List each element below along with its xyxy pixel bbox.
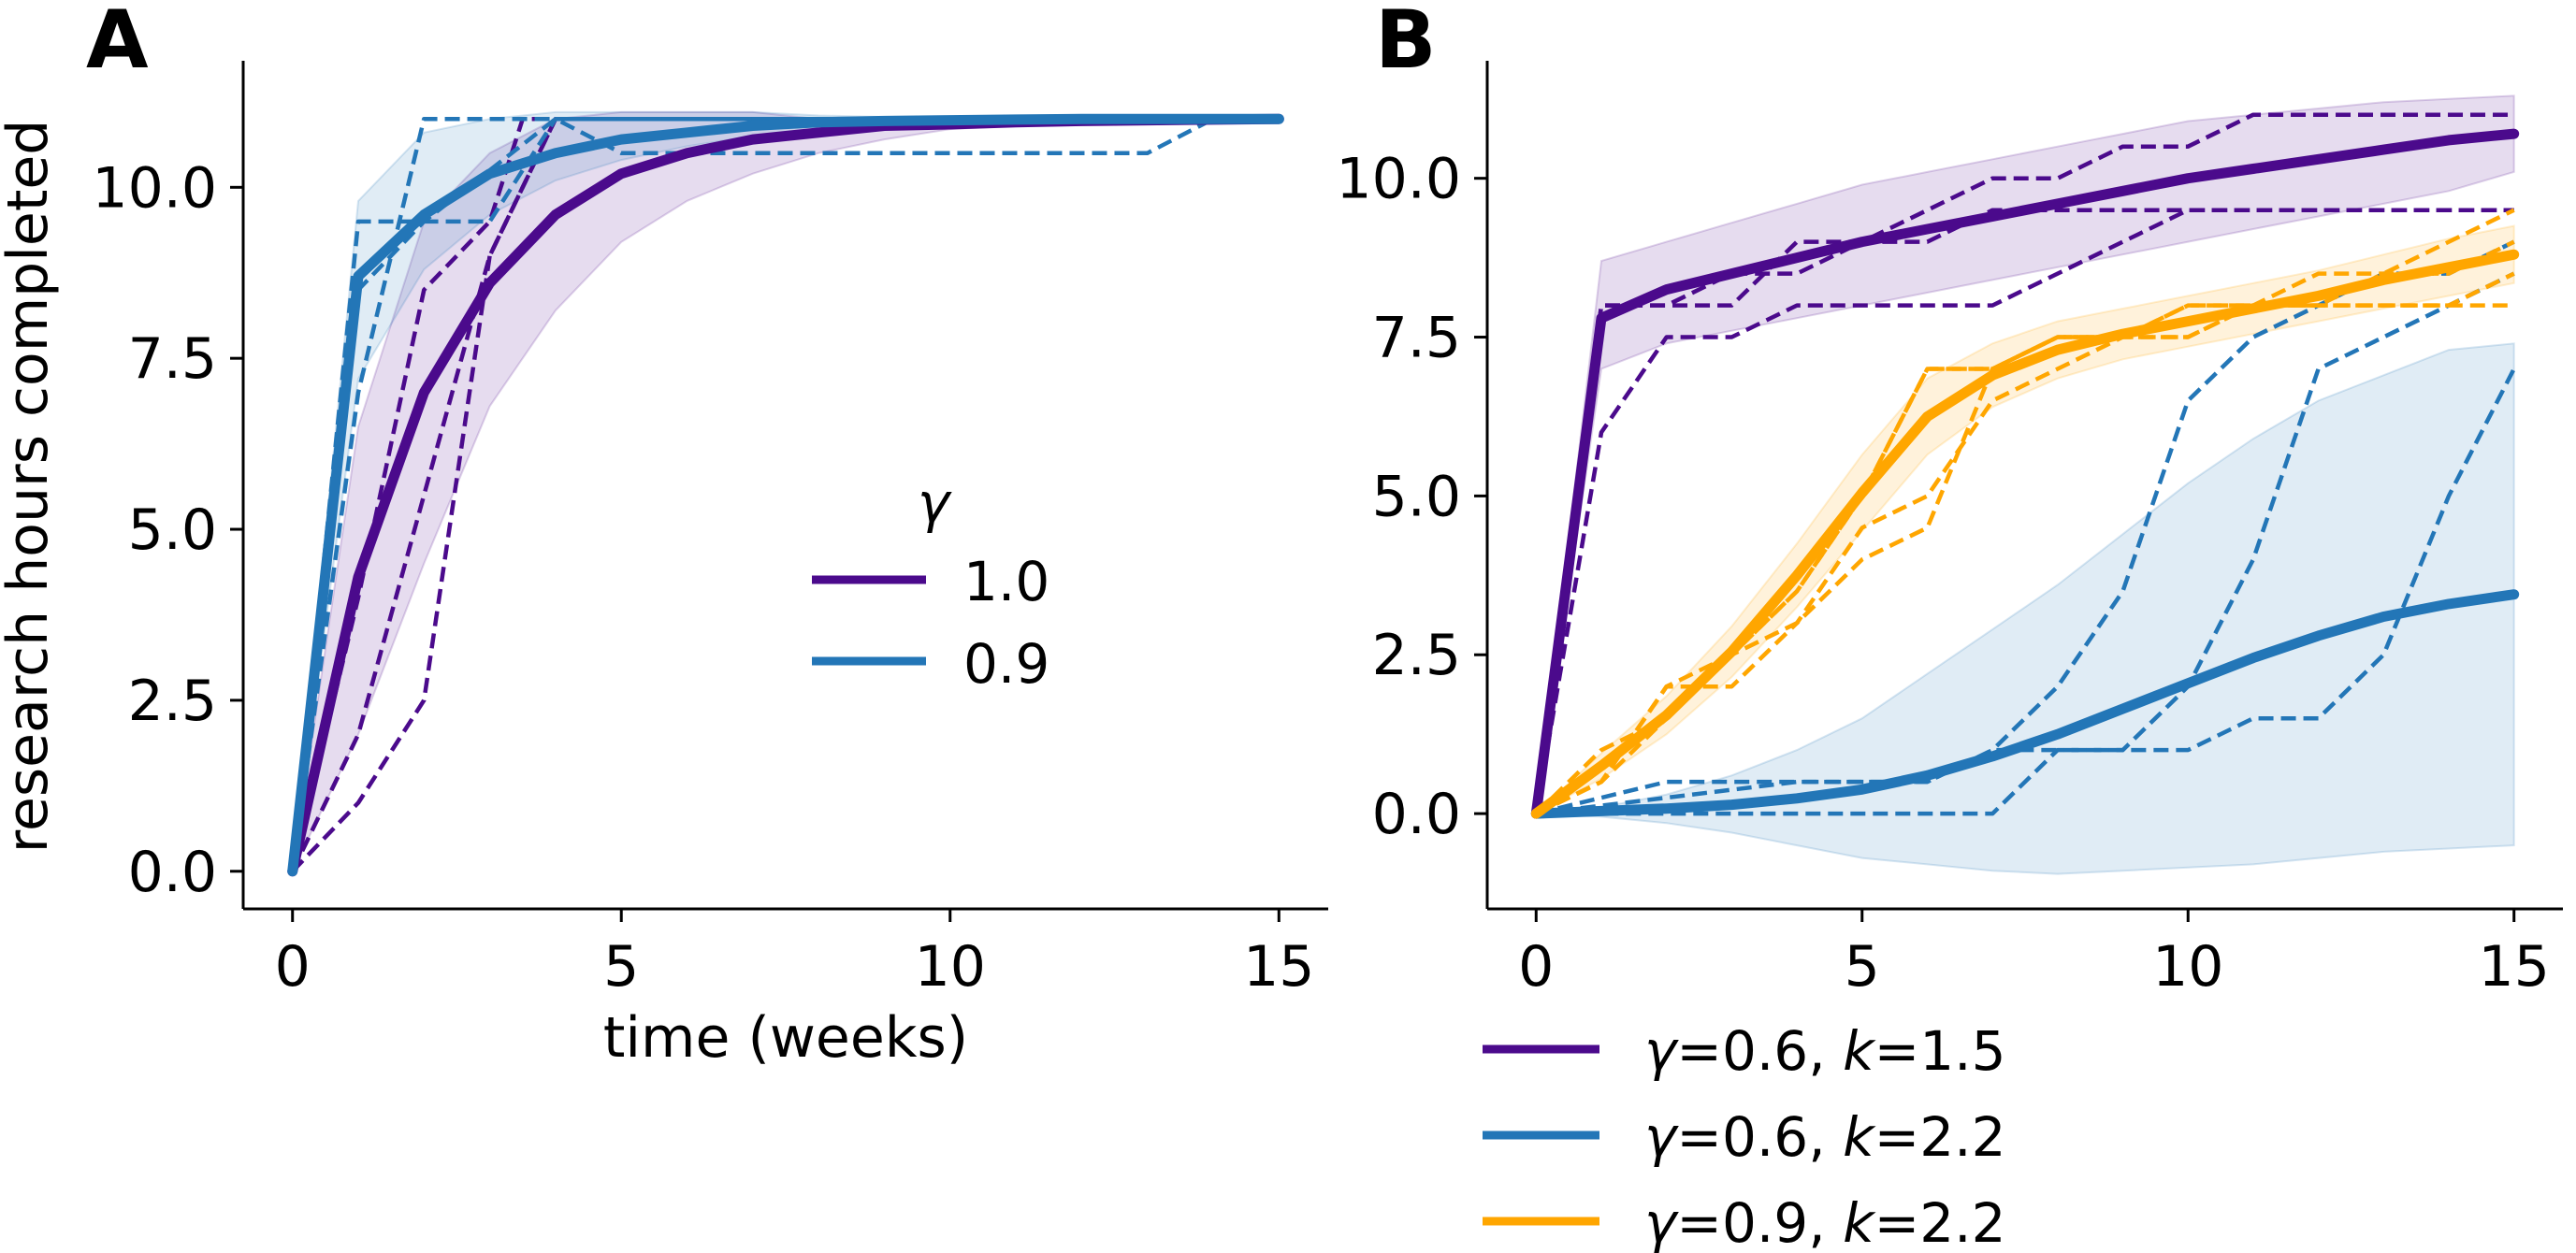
legend-a-label-1: 1.0 [963,550,1049,613]
pb-x-tick-label-1: 0 [1518,934,1554,1000]
pb-x-tick-label-4: 15 [2479,934,2550,1000]
pb-y-tick-label-3: 5.0 [1372,464,1461,529]
pb-y-tick-label-4: 7.5 [1372,306,1461,371]
panel-a-letter: A [86,0,149,87]
panel-b-axes: 0 5 10 15 0.0 2.5 5.0 7.5 10.0 [1336,61,2563,1000]
pa-x-tick-label-4: 15 [1243,934,1314,1000]
pa-band-series-2 [291,110,1280,871]
pa-x-tick-label-3: 10 [915,934,986,1000]
pb-mean-line-series-1 [1530,128,2520,819]
pa-sample-series-1-1 [291,116,1280,873]
pb-y-tick-label-2: 2.5 [1372,623,1461,688]
pa-x-tick-label-1: 0 [275,934,311,1000]
pb-y-tick-label-1: 0.0 [1372,782,1461,847]
pb-sample-series-1-3 [1534,208,2514,814]
panel-a-legend: γ 1.0 0.9 [812,471,1049,696]
pb-y-tick-label-5: 10.0 [1336,147,1461,212]
panel-a-plot-area [287,110,1284,877]
panel-b-legend: γ=0.6, k=1.5 γ=0.6, k=2.2 γ=0.9, k=2.2 [1483,1019,2006,1253]
legend-a-label-2: 0.9 [963,632,1049,696]
pa-mean-line-series-2 [287,113,1284,877]
panel-a-axes: 0 5 10 15 0.0 2.5 5.0 7.5 10.0 [92,61,1328,1000]
pa-x-tick-label-2: 5 [603,934,639,1000]
pb-x-tick-label-2: 5 [1845,934,1880,1000]
pb-mean-line-series-3 [1530,249,2520,819]
legend-b-label-2: γ=0.6, k=2.2 [1644,1105,2006,1169]
panel-b-letter: B [1375,0,1437,87]
panel-b-plot-area [1530,94,2520,875]
pa-y-tick-label-5: 10.0 [92,155,217,221]
pa-y-tick-label-3: 5.0 [128,497,217,563]
legend-a-title: γ [918,471,952,535]
pb-mean-line-series-2 [1530,589,2520,819]
legend-b-label-1: γ=0.6, k=1.5 [1644,1019,2006,1083]
legend-b-label-3: γ=0.9, k=2.2 [1644,1191,2006,1253]
pa-y-tick-label-1: 0.0 [128,840,217,905]
pb-sample-series-1-2 [1534,208,2514,814]
pb-sample-series-3-3 [1535,271,2515,816]
pb-x-tick-label-3: 10 [2152,934,2223,1000]
pa-y-tick-label-2: 2.5 [128,669,217,734]
panel-a-y-axis-label: research hours completed [0,120,61,854]
panel-a: A 0 5 10 15 0.0 2.5 5.0 7.5 10.0 time (weeks) re… [0,0,1328,1071]
panel-a-x-axis-label: time (weeks) [603,1005,968,1071]
pb-sample-series-1-1 [1534,112,2514,814]
panel-b: B 0 5 10 15 0.0 2.5 5.0 7.5 10.0 γ=0.6, k=1.5 γ=… [1336,0,2563,1253]
pa-y-tick-label-4: 7.5 [128,326,217,392]
